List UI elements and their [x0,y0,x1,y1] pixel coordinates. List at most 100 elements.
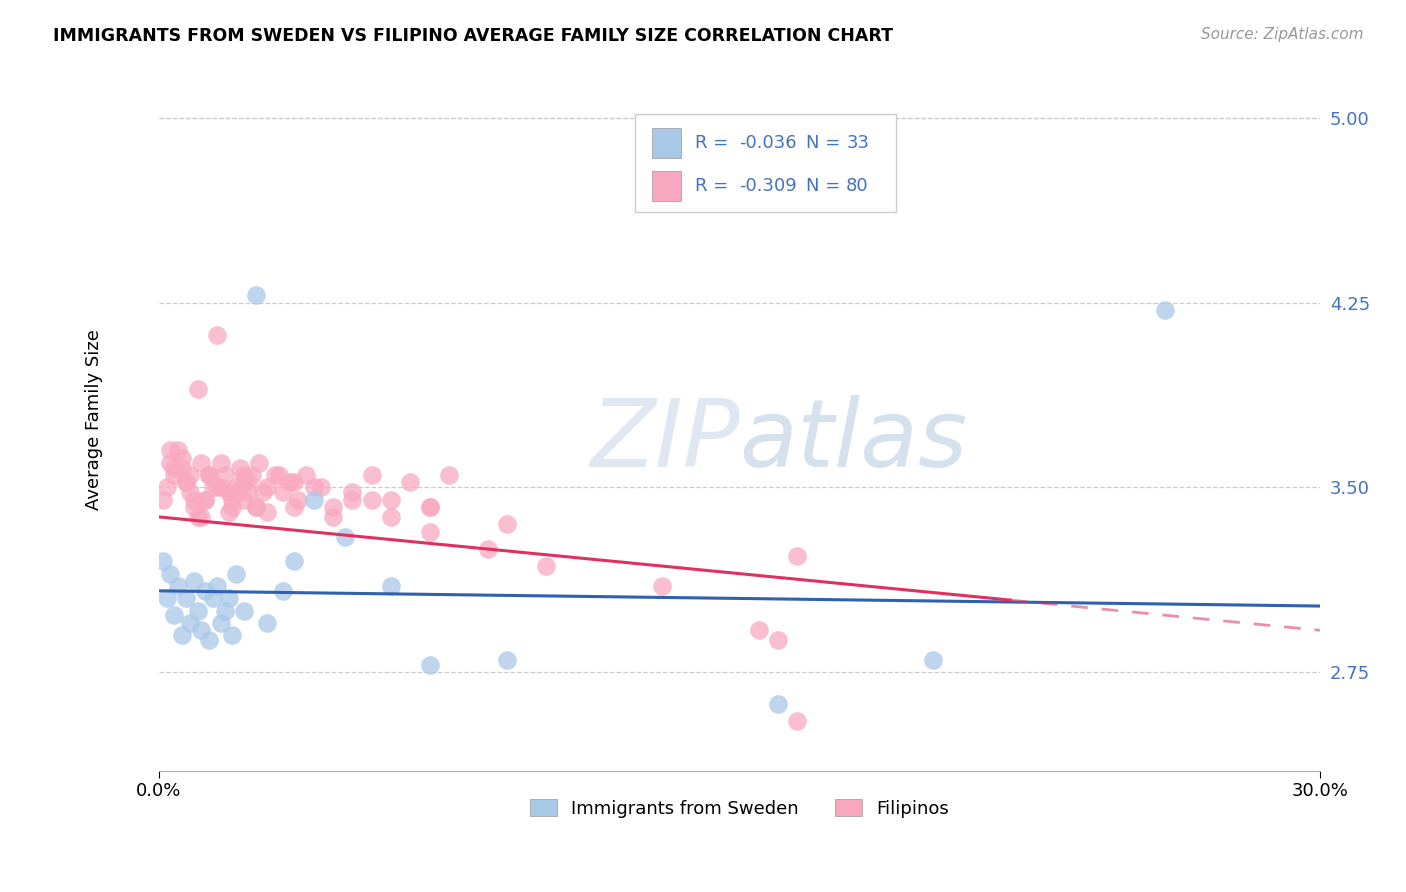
Point [198,633,221,648]
Point [766,697,789,711]
Point [240,468,263,483]
Bar [652,128,682,158]
Point [159,443,181,458]
Point [205,579,228,593]
Text: N =: N = [806,134,845,152]
Text: atlas: atlas [740,395,967,486]
Point [163,608,186,623]
Point [280,475,302,490]
Text: ZIP: ZIP [589,395,740,486]
Point [218,485,240,500]
Point [155,480,177,494]
Point [214,468,236,483]
Point [159,456,181,470]
Point [419,524,441,539]
Point [236,475,259,490]
Point [233,603,256,617]
Point [256,615,278,630]
Point [766,633,789,648]
Point [496,653,519,667]
Point [1154,302,1177,317]
Bar [652,171,682,201]
Legend: Immigrants from Sweden, Filipinos: Immigrants from Sweden, Filipinos [523,791,956,825]
Point [233,475,256,490]
Point [651,579,673,593]
Point [179,485,201,500]
Point [225,485,247,500]
Point [786,549,808,564]
Point [252,485,274,500]
Point [256,480,278,494]
Point [174,475,197,490]
Point [287,492,309,507]
Point [167,443,190,458]
Point [322,510,344,524]
Text: 33: 33 [846,134,869,152]
Point [194,492,217,507]
Point [236,485,259,500]
Point [194,492,217,507]
Point [167,579,190,593]
Point [163,460,186,475]
Point [249,456,271,470]
Point [172,460,194,475]
Point [221,628,243,642]
Text: 80: 80 [846,177,869,194]
Point [419,657,441,672]
Point [534,559,557,574]
Point [311,480,333,494]
Point [380,492,402,507]
Point [174,591,197,606]
Point [221,500,243,514]
Point [342,485,364,500]
Point [322,500,344,514]
Point [283,475,305,490]
Point [205,327,228,342]
Point [218,485,240,500]
Point [152,554,174,568]
Text: IMMIGRANTS FROM SWEDEN VS FILIPINO AVERAGE FAMILY SIZE CORRELATION CHART: IMMIGRANTS FROM SWEDEN VS FILIPINO AVERA… [53,27,893,45]
Point [179,468,201,483]
Point [302,480,325,494]
Point [152,492,174,507]
Point [360,468,382,483]
Point [190,510,212,524]
Point [198,468,221,483]
Point [360,492,382,507]
Point [163,468,186,483]
Text: -0.036: -0.036 [740,134,797,152]
Point [245,500,267,514]
Point [202,480,225,494]
Point [333,530,356,544]
Point [267,468,290,483]
Point [218,591,240,606]
Point [225,480,247,494]
Point [209,480,232,494]
Point [183,574,205,588]
Point [786,714,808,729]
Point [283,500,305,514]
Point [256,505,278,519]
Point [209,456,232,470]
Point [221,492,243,507]
Point [190,624,212,638]
Point [477,541,499,556]
Point [198,468,221,483]
Point [380,510,402,524]
Point [183,500,205,514]
Point [179,615,201,630]
Point [233,492,256,507]
Point [419,500,441,514]
Point [183,492,205,507]
Point [380,579,402,593]
Point [202,591,225,606]
Text: R =: R = [696,177,734,194]
Point [187,382,209,396]
Text: Source: ZipAtlas.com: Source: ZipAtlas.com [1201,27,1364,42]
Point [225,566,247,581]
Point [194,583,217,598]
Point [245,500,267,514]
Point [187,510,209,524]
Point [214,603,236,617]
Point [271,485,294,500]
